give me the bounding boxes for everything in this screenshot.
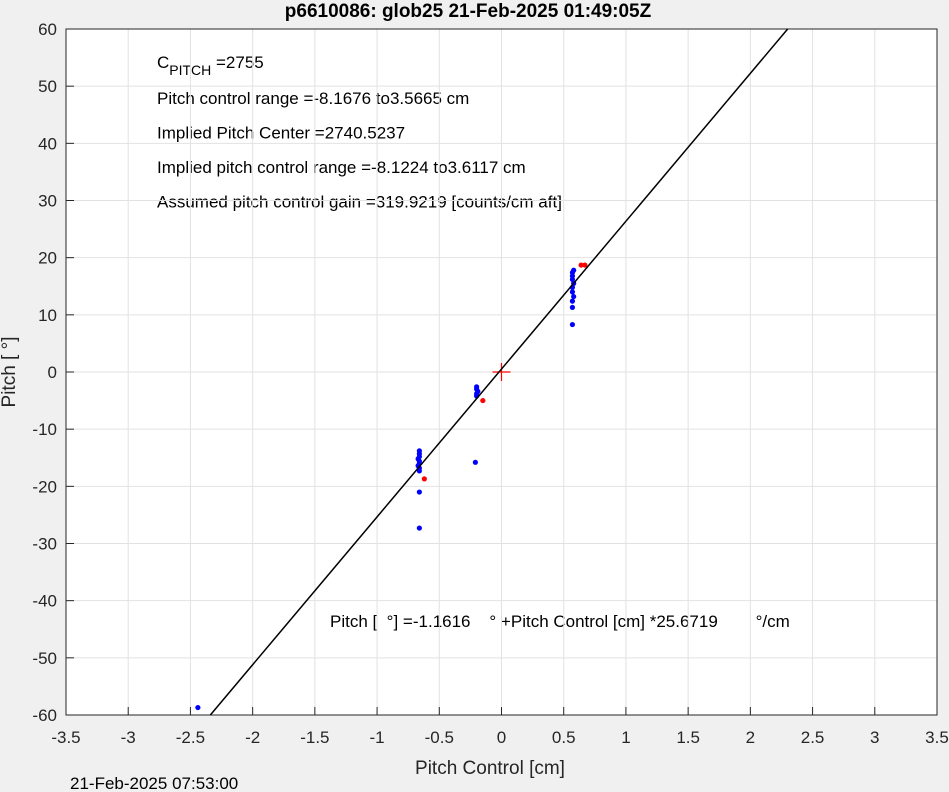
center-marker xyxy=(492,363,511,381)
x-tick-label: 2.5 xyxy=(801,728,825,747)
c-main: C xyxy=(157,53,169,72)
y-tick-label: -40 xyxy=(32,592,57,611)
point xyxy=(416,468,422,474)
x-tick-label: -3 xyxy=(121,728,136,747)
x-tick-label: 2 xyxy=(746,728,755,747)
point xyxy=(582,262,588,268)
y-tick-label: 30 xyxy=(38,192,57,211)
y-tick-label: -10 xyxy=(32,420,57,439)
point xyxy=(569,321,576,328)
annotation: Pitch control range =-8.1676 to3.5665 cm xyxy=(157,89,469,108)
x-tick-label: 3.5 xyxy=(925,728,949,747)
point xyxy=(569,298,576,304)
annotation: Implied pitch control range =-8.1224 to3… xyxy=(157,158,526,177)
y-tick-label: 20 xyxy=(38,249,57,268)
y-tick-label: 60 xyxy=(38,20,57,39)
point xyxy=(416,489,422,495)
point xyxy=(195,704,201,711)
x-tick-label: -2 xyxy=(245,728,260,747)
c-pitch-label: CPITCH =2755 xyxy=(157,53,264,78)
y-tick-label: 0 xyxy=(48,363,57,382)
y-tick-label: -20 xyxy=(32,477,57,496)
x-tick-label: -1 xyxy=(370,728,385,747)
point xyxy=(571,267,577,273)
y-tick-label: 40 xyxy=(38,134,57,153)
x-tick-label: 1.5 xyxy=(676,728,700,747)
x-tick-label: 0.5 xyxy=(552,728,576,747)
point xyxy=(472,459,478,465)
point xyxy=(480,397,486,404)
y-axis-label: Pitch [ °] xyxy=(0,337,20,408)
plot-frame xyxy=(65,28,938,716)
point xyxy=(421,476,427,482)
y-tick-label: 10 xyxy=(38,306,57,325)
annotation: Implied Pitch Center =2740.5237 xyxy=(157,124,405,143)
y-tick-label: -50 xyxy=(32,649,57,668)
point xyxy=(569,289,576,295)
equation: Pitch [ °] =-1.1616 ° +Pitch Control [cm… xyxy=(330,612,790,631)
footer: 21-Feb-2025 07:53:00 xyxy=(70,774,238,792)
point xyxy=(578,262,584,268)
x-tick-label: -1.5 xyxy=(300,728,329,747)
x-tick-label: -3.5 xyxy=(51,728,80,747)
y-tick-label: -60 xyxy=(32,706,57,725)
fit-line xyxy=(209,28,789,716)
point xyxy=(571,293,577,300)
x-tick-label: 3 xyxy=(870,728,879,747)
point xyxy=(569,304,576,311)
x-axis-label: Pitch Control [cm] xyxy=(415,758,565,779)
y-tick-label: 50 xyxy=(38,77,57,96)
chart-title: p6610086: glob25 21-Feb-2025 01:49:05Z xyxy=(285,1,652,22)
point xyxy=(416,525,422,531)
x-tick-label: 0 xyxy=(497,728,506,747)
x-tick-label: -2.5 xyxy=(176,728,205,747)
c-value: =2755 xyxy=(211,53,263,72)
x-tick-label: -0.5 xyxy=(425,728,454,747)
y-tick-label: -30 xyxy=(32,535,57,554)
annotation: Assumed pitch control gain =319.9219 [co… xyxy=(157,193,562,212)
x-tick-label: 1 xyxy=(621,728,630,747)
